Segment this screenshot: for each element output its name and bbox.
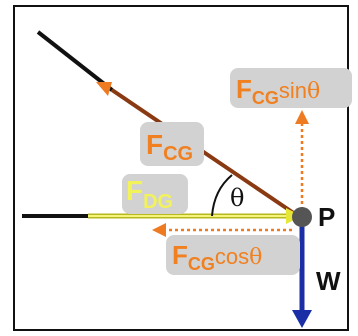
weight-arrowhead (292, 310, 312, 328)
weight-label: W (316, 266, 341, 296)
theta-label: θ (230, 184, 244, 212)
fcg-arrowhead (96, 82, 112, 96)
fcg-vector (110, 88, 300, 218)
rope-diagonal (36, 30, 114, 92)
fcg-sin-arrowhead (295, 110, 309, 124)
fdg-label-box (122, 174, 188, 214)
fcg-cos-label: FCGcosθ (172, 240, 262, 274)
fdg-label: FDG (126, 175, 173, 213)
fcg-cos-arrowhead (152, 223, 166, 237)
theta-arc (211, 174, 233, 217)
fcg-label: FCG (146, 129, 193, 165)
fcg-label-box (140, 122, 204, 166)
point-p-label: P (318, 202, 335, 232)
diagram-frame (13, 5, 349, 331)
fcg-cos-label-box (166, 235, 300, 275)
fcg-sin-label: FCGsinθ (236, 74, 320, 108)
point-p (292, 207, 312, 227)
fcg-sin-label-box (230, 68, 352, 108)
